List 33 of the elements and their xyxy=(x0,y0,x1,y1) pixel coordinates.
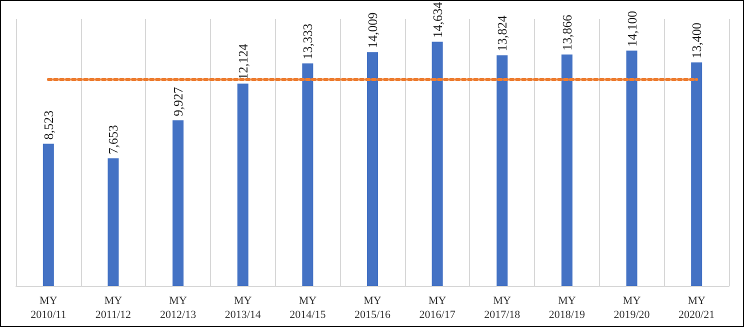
x-tick-label: MY 2019/20 xyxy=(614,295,650,321)
bar xyxy=(626,50,638,286)
bar xyxy=(108,158,119,286)
x-tick-label: MY 2017/18 xyxy=(484,295,521,321)
x-tick-label: MY 2011/12 xyxy=(95,295,132,321)
bar xyxy=(172,120,184,286)
x-tick-label: MY 2012/13 xyxy=(160,295,197,321)
data-label: 9,927 xyxy=(170,86,186,116)
data-label: 14,009 xyxy=(365,12,380,48)
data-label: 13,333 xyxy=(300,24,316,60)
bar xyxy=(237,84,248,286)
bar xyxy=(691,62,702,286)
x-tick-label: MY 2010/11 xyxy=(30,295,66,321)
bar xyxy=(367,52,378,286)
data-label: 7,653 xyxy=(106,125,121,154)
data-label: 13,824 xyxy=(494,14,510,52)
data-label: 13,400 xyxy=(689,22,704,58)
data-label: 14,634 xyxy=(430,1,445,38)
data-label: 8,523 xyxy=(40,110,56,140)
data-label: 12,124 xyxy=(235,43,250,80)
bar xyxy=(496,55,508,286)
x-tick-label: MY 2016/17 xyxy=(419,295,456,321)
data-label: 13,866 xyxy=(559,14,574,51)
x-tick-label: MY 2014/15 xyxy=(290,295,326,321)
bar xyxy=(561,54,572,286)
bar xyxy=(42,144,54,286)
bar xyxy=(432,42,443,286)
data-label: 14,100 xyxy=(624,10,640,47)
x-tick-label: MY 2020/21 xyxy=(678,295,715,321)
x-tick-label: MY 2018/19 xyxy=(548,295,586,321)
x-tick-label: MY 2013/14 xyxy=(224,295,262,321)
x-tick-label: MY 2015/16 xyxy=(354,295,392,321)
bar xyxy=(302,63,314,286)
